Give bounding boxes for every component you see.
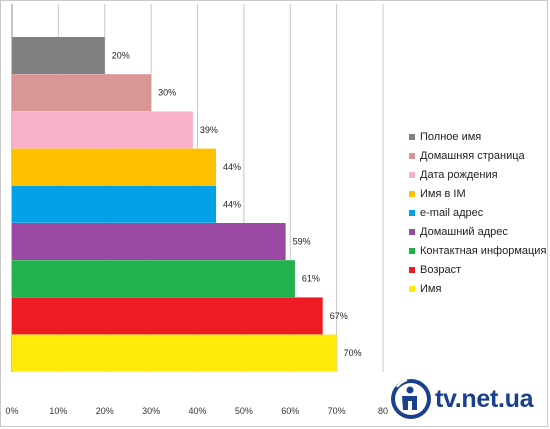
x-tick-label: 40% [188,406,206,416]
legend-label: Возраст [420,263,462,276]
legend-swatch [409,266,415,273]
x-axis: 0% 10% 20% 30% 40% 50% 60% 70% 80 [5,406,388,416]
x-tick-label: 80 [378,406,388,416]
data-label: 30% [158,88,176,98]
legend-label: Имя [420,282,442,295]
legend-swatch [409,228,415,235]
legend-swatch [409,152,415,159]
legend-item: Домашняя страница [409,146,546,165]
legend-label: Домашняя страница [420,149,525,162]
data-labels: 20% 30% 39% 44% 44% 59% 61% 67% 70% [112,51,362,359]
legend-item: Контактная информация [409,241,546,260]
x-tick-label: 50% [235,406,253,416]
bar [12,260,295,298]
x-tick-label: 10% [49,406,67,416]
watermark-text: tv.net.ua [435,384,534,413]
legend-item: Имя [409,279,546,298]
legend-swatch [409,190,415,197]
watermark: tv.net.ua [389,375,534,423]
legend-item: e-mail адрес [409,203,546,222]
legend-label: Контактная информация [420,244,547,257]
legend-label: Дата рождения [420,168,498,181]
bar [12,334,337,372]
x-tick-label: 60% [281,406,299,416]
x-tick-label: 70% [328,406,346,416]
bars [12,37,337,372]
x-tick-label: 0% [5,406,18,416]
data-label: 44% [223,199,241,209]
legend-item: Дата рождения [409,165,546,184]
data-label: 61% [302,274,320,284]
legend-swatch [409,171,415,178]
legend-swatch [409,247,415,254]
info-person-icon [389,377,433,421]
bar [12,111,193,149]
legend-swatch [409,209,415,216]
bar [12,148,217,186]
legend: Полное имя Домашняя страница Дата рождения… [409,127,546,298]
bar [12,223,286,260]
legend-swatch [409,285,415,292]
x-tick-label: 20% [96,406,114,416]
bar [12,37,105,74]
legend-label: Полное имя [420,130,482,143]
data-label: 67% [330,311,348,321]
legend-item: Имя в IM [409,184,546,203]
legend-item: Возраст [409,260,546,279]
bar [12,297,323,335]
legend-label: Домашний адрес [420,225,508,238]
bar [12,74,152,112]
data-label: 20% [112,51,130,61]
data-label: 59% [293,237,311,247]
legend-swatch [409,133,415,140]
legend-label: Имя в IM [420,187,466,200]
data-label: 70% [344,348,362,358]
x-tick-label: 30% [142,406,160,416]
legend-label: e-mail адрес [420,206,484,219]
data-label: 39% [200,125,218,135]
legend-item: Домашний адрес [409,222,546,241]
data-label: 44% [223,162,241,172]
bar [12,185,217,223]
legend-item: Полное имя [409,127,546,146]
